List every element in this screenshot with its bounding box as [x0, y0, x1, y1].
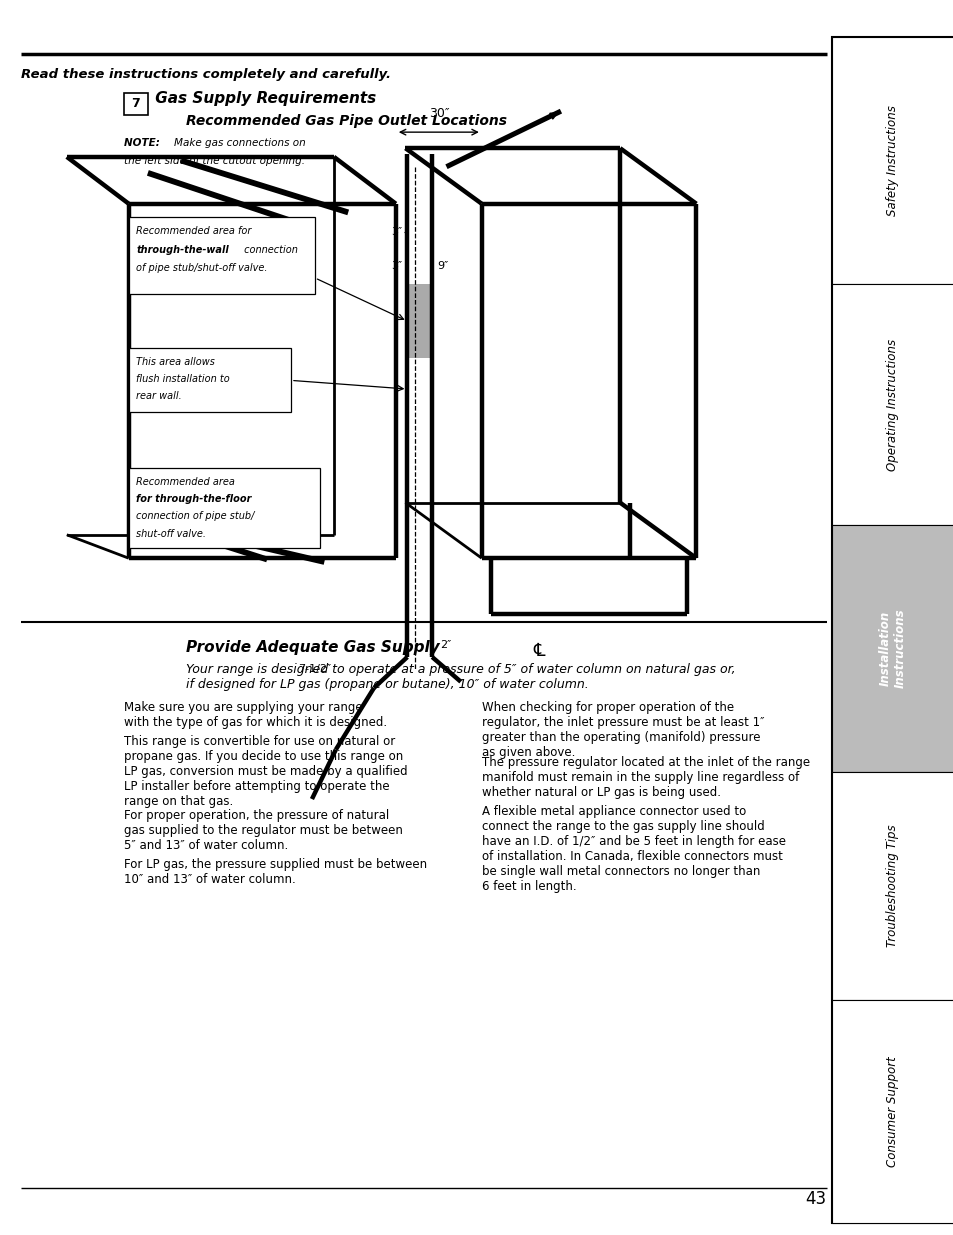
- Bar: [407, 284, 432, 358]
- Text: shut-off valve.: shut-off valve.: [136, 529, 206, 538]
- Text: Make gas connections on: Make gas connections on: [173, 138, 305, 148]
- Text: Recommended Gas Pipe Outlet Locations: Recommended Gas Pipe Outlet Locations: [186, 114, 506, 127]
- Bar: [831, 284, 953, 525]
- Text: the left side of the cutout opening.: the left side of the cutout opening.: [124, 156, 305, 165]
- Bar: [124, 93, 148, 115]
- Text: Recommended area: Recommended area: [136, 477, 235, 487]
- Text: The pressure regulator located at the inlet of the range
manifold must remain in: The pressure regulator located at the in…: [481, 756, 809, 799]
- Text: Your range is designed to operate at a pressure of 5″ of water column on natural: Your range is designed to operate at a p…: [186, 663, 735, 692]
- Text: 3″: 3″: [391, 261, 402, 270]
- Text: Read these instructions completely and carefully.: Read these instructions completely and c…: [21, 68, 391, 82]
- Text: This range is convertible for use on natural or
propane gas. If you decide to us: This range is convertible for use on nat…: [124, 735, 407, 808]
- Bar: [831, 525, 953, 772]
- Text: This area allows: This area allows: [136, 357, 215, 367]
- Text: Installation
Instructions: Installation Instructions: [878, 609, 906, 688]
- Text: 7-1/2″: 7-1/2″: [297, 664, 331, 674]
- Bar: [831, 37, 953, 1223]
- Text: Safety Instructions: Safety Instructions: [885, 105, 899, 216]
- Text: 9″: 9″: [436, 261, 448, 270]
- Text: For proper operation, the pressure of natural
gas supplied to the regulator must: For proper operation, the pressure of na…: [124, 809, 402, 852]
- Text: connection: connection: [241, 245, 298, 254]
- Text: 2″: 2″: [439, 640, 451, 650]
- Text: rear wall.: rear wall.: [136, 391, 182, 401]
- Bar: [129, 348, 291, 412]
- Bar: [831, 1000, 953, 1223]
- Text: Operating Instructions: Operating Instructions: [885, 338, 899, 471]
- Text: Provide Adequate Gas Supply: Provide Adequate Gas Supply: [186, 640, 439, 655]
- Text: 43: 43: [804, 1189, 825, 1208]
- Bar: [129, 217, 314, 294]
- Text: Recommended area for: Recommended area for: [136, 226, 252, 236]
- Text: for through-the-floor: for through-the-floor: [136, 494, 252, 504]
- Bar: [831, 772, 953, 1000]
- Text: 3″: 3″: [391, 227, 402, 237]
- Text: Make sure you are supplying your range
with the type of gas for which it is desi: Make sure you are supplying your range w…: [124, 701, 387, 730]
- Text: of pipe stub/shut-off valve.: of pipe stub/shut-off valve.: [136, 263, 268, 273]
- Bar: [831, 37, 953, 284]
- Text: 7: 7: [132, 98, 140, 110]
- Text: 30″: 30″: [428, 106, 449, 120]
- Text: NOTE:: NOTE:: [124, 138, 163, 148]
- Text: For LP gas, the pressure supplied must be between
10″ and 13″ of water column.: For LP gas, the pressure supplied must b…: [124, 858, 427, 887]
- Text: ℄: ℄: [533, 642, 544, 659]
- Text: Troubleshooting Tips: Troubleshooting Tips: [885, 825, 899, 947]
- Text: connection of pipe stub/: connection of pipe stub/: [136, 511, 254, 521]
- Text: Gas Supply Requirements: Gas Supply Requirements: [150, 91, 375, 106]
- Text: A flexible metal appliance connector used to
connect the range to the gas supply: A flexible metal appliance connector use…: [481, 805, 785, 893]
- Text: Consumer Support: Consumer Support: [885, 1056, 899, 1167]
- Text: flush installation to: flush installation to: [136, 374, 230, 384]
- Bar: [129, 468, 319, 548]
- Text: When checking for proper operation of the
regulator, the inlet pressure must be : When checking for proper operation of th…: [481, 701, 763, 760]
- Text: through-the-wall: through-the-wall: [136, 245, 229, 254]
